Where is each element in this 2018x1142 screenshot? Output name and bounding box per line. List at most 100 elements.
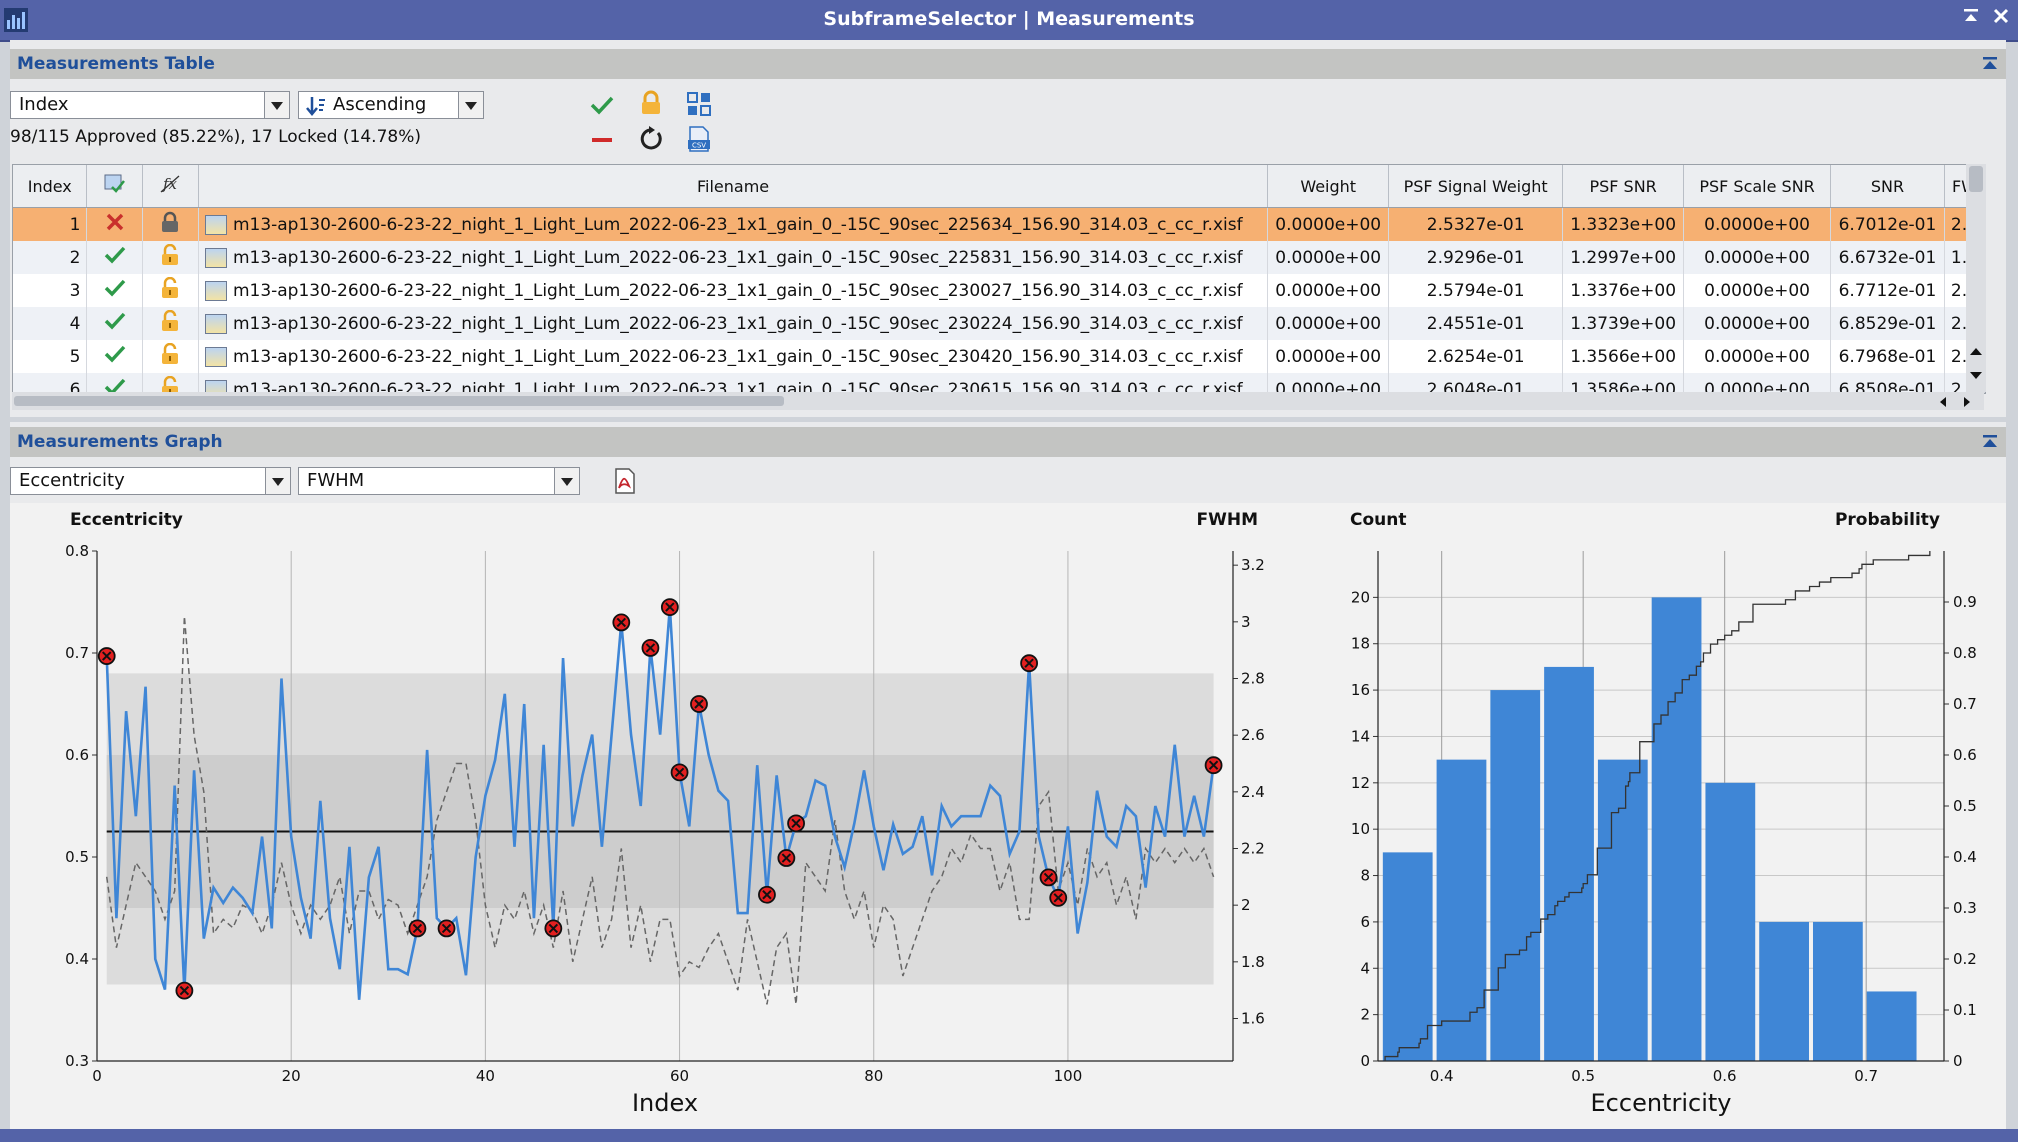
collapse-section-icon[interactable]: [1980, 432, 2000, 452]
collapse-section-icon[interactable]: [1980, 54, 2000, 74]
approve-icon[interactable]: [589, 92, 615, 118]
table-row[interactable]: 6 m13-ap130-2600-6-23-22_night_1_Light_Lu…: [13, 373, 1985, 393]
table-row[interactable]: 1 m13-ap130-2600-6-23-22_night_1_Light_Lu…: [13, 207, 1985, 241]
x-tick-label: 40: [476, 1067, 495, 1085]
column-header[interactable]: PSF Scale SNR: [1683, 165, 1832, 208]
weight-cell: 0.0000e+00: [1267, 241, 1390, 274]
column-header[interactable]: SNR: [1830, 165, 1945, 208]
y2-tick-label: 3: [1241, 613, 1251, 631]
rejected-icon: [106, 213, 123, 231]
rejected-marker-cross: [548, 923, 559, 934]
x-tick-label: 20: [282, 1067, 301, 1085]
snr-cell: 6.7012e-01: [1830, 207, 1945, 241]
filename-cell: m13-ap130-2600-6-23-22_night_1_Light_Lum…: [198, 340, 1269, 373]
table-row[interactable]: 2 m13-ap130-2600-6-23-22_night_1_Light_Lu…: [13, 241, 1985, 274]
sort-order-value: Ascending: [333, 94, 427, 115]
column-header[interactable]: Weight: [1267, 165, 1390, 208]
lock-toggle[interactable]: [142, 307, 199, 340]
approved-icon: [104, 246, 125, 264]
table-horizontal-scrollbar[interactable]: [12, 392, 1984, 410]
unapprove-icon[interactable]: [589, 127, 615, 153]
unlocked-icon: [162, 243, 179, 265]
approve-toggle[interactable]: [86, 307, 143, 340]
secondary-property-select[interactable]: FWHM: [298, 467, 580, 495]
weight-cell: 0.0000e+00: [1267, 207, 1390, 241]
psf-scale-snr-cell: 0.0000e+00: [1683, 207, 1832, 241]
y-tick-label: 2: [1360, 1006, 1370, 1024]
reset-icon[interactable]: [638, 126, 664, 152]
sort-descending-icon: [306, 97, 325, 116]
weight-cell: 0.0000e+00: [1267, 340, 1390, 373]
lock-toggle[interactable]: [142, 241, 199, 274]
rejected-marker-cross: [1024, 658, 1034, 668]
sort-order-select[interactable]: Ascending: [298, 91, 484, 119]
x-axis-title: Eccentricity: [1591, 1089, 1732, 1117]
measurements-graph-header[interactable]: Measurements Graph: [10, 427, 2006, 457]
column-header[interactable]: PSF Signal Weight: [1388, 165, 1564, 208]
column-header[interactable]: Filename: [198, 165, 1269, 208]
window-title: SubframeSelector | Measurements: [823, 8, 1195, 30]
rejected-marker-cross: [694, 699, 704, 709]
sort-field-select[interactable]: Index: [10, 91, 290, 119]
primary-property-select[interactable]: Eccentricity: [10, 467, 291, 495]
approve-toggle[interactable]: [86, 274, 143, 307]
y2-tick-label: 2.2: [1241, 840, 1265, 858]
lock-toggle[interactable]: [142, 373, 199, 393]
y2-tick-label: 0.8: [1953, 644, 1977, 662]
approve-toggle[interactable]: [86, 373, 143, 393]
column-header[interactable]: fx: [142, 165, 199, 208]
approve-toggle[interactable]: [86, 207, 143, 241]
y2-tick-label: 0.4: [1953, 848, 1977, 866]
x-tick-label: 100: [1054, 1067, 1083, 1085]
approve-toggle[interactable]: [86, 340, 143, 373]
lock-icon[interactable]: [638, 90, 664, 116]
chevron-down-icon: [458, 92, 483, 118]
scroll-thumb[interactable]: [1969, 166, 1983, 192]
rejected-point-marker: [437, 919, 456, 938]
y-tick-label: 0.5: [65, 848, 89, 866]
y2-tick-label: 0.6: [1953, 746, 1977, 764]
approved-icon: [104, 345, 125, 363]
table-row[interactable]: 5 m13-ap130-2600-6-23-22_night_1_Light_Lu…: [13, 340, 1985, 373]
section-title: Measurements Table: [17, 54, 215, 74]
histogram-bar: [1705, 782, 1756, 1061]
table-vertical-scrollbar[interactable]: [1966, 164, 1986, 392]
measurements-table-header[interactable]: Measurements Table: [10, 49, 2006, 79]
scroll-left-icon[interactable]: [1936, 395, 1950, 409]
approve-toggle[interactable]: [86, 241, 143, 274]
psf-snr-cell: 1.3586e+00: [1562, 373, 1685, 393]
y-tick-label: 6: [1360, 913, 1370, 931]
column-header[interactable]: PSF SNR: [1562, 165, 1685, 208]
scroll-down-icon[interactable]: [1968, 370, 1984, 382]
select-all-icon[interactable]: [686, 91, 712, 117]
right-axis-title: Probability: [1835, 510, 1940, 530]
psf-signal-weight-cell: 2.9296e-01: [1388, 241, 1564, 274]
x-tick-label: 60: [670, 1067, 689, 1085]
column-header[interactable]: [86, 165, 143, 208]
lock-toggle[interactable]: [142, 340, 199, 373]
histogram-bar: [1866, 991, 1917, 1061]
close-window-button[interactable]: [1988, 6, 2014, 32]
y2-tick-label: 2.6: [1241, 726, 1265, 744]
rejected-marker-cross: [1053, 893, 1063, 903]
psf-scale-snr-cell: 0.0000e+00: [1683, 241, 1832, 274]
lock-toggle[interactable]: [142, 207, 199, 241]
rejected-marker-cross: [781, 853, 792, 863]
scroll-right-icon[interactable]: [1960, 395, 1974, 409]
rejected-point-marker: [175, 981, 194, 1000]
column-header[interactable]: Index: [13, 165, 88, 208]
filename-cell: m13-ap130-2600-6-23-22_night_1_Light_Lum…: [198, 373, 1269, 393]
section-title: Measurements Graph: [17, 432, 223, 452]
collapse-window-button[interactable]: [1958, 6, 1984, 32]
export-csv-icon[interactable]: CSV: [686, 126, 712, 152]
table-row[interactable]: 4 m13-ap130-2600-6-23-22_night_1_Light_Lu…: [13, 307, 1985, 340]
table-row[interactable]: 3 m13-ap130-2600-6-23-22_night_1_Light_Lu…: [13, 274, 1985, 307]
export-pdf-icon[interactable]: [611, 468, 637, 494]
scroll-thumb[interactable]: [14, 396, 784, 406]
lock-toggle[interactable]: [142, 274, 199, 307]
left-axis-title: Count: [1350, 510, 1407, 530]
y-tick-label: 0.8: [65, 542, 89, 560]
scroll-up-icon[interactable]: [1968, 345, 1984, 357]
y2-tick-label: 0: [1953, 1052, 1963, 1070]
y-tick-label: 8: [1360, 867, 1370, 885]
